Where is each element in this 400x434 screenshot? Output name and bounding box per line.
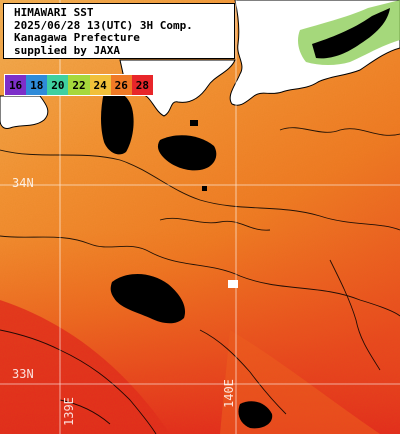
cloud-speck-3 <box>202 186 207 191</box>
legend-label-28: 28 <box>135 78 150 92</box>
legend-cell-24: 24 <box>89 75 111 95</box>
isotherm-contours <box>0 127 400 434</box>
title-line-product: HIMAWARI SST <box>14 6 94 19</box>
cloud-speck-2 <box>228 280 238 288</box>
temperature-legend: 16 18 20 22 24 26 28 <box>4 74 154 96</box>
legend-cell-16: 16 <box>5 75 27 95</box>
legend-cell-26: 26 <box>110 75 132 95</box>
cloud-mask-tokyo-bay <box>101 90 134 155</box>
cloud-speck-1 <box>190 120 198 126</box>
longitude-label-140e: 140E <box>222 379 236 408</box>
legend-label-24: 24 <box>93 78 107 92</box>
longitude-label-139e: 139E <box>62 397 76 426</box>
legend-label-16: 16 <box>8 78 23 92</box>
title-line-supplier: supplied by JAXA <box>14 43 120 57</box>
legend-label-18: 18 <box>30 78 44 92</box>
legend-cell-22: 22 <box>68 75 90 95</box>
latitude-label-34n: 34N <box>12 176 34 190</box>
land-west-coast <box>0 95 49 129</box>
legend-label-26: 26 <box>114 78 128 92</box>
latitude-label-33n: 33N <box>12 367 34 381</box>
title-box: HIMAWARI SST 2025/06/28 13(UTC) 3H Comp.… <box>3 3 235 59</box>
legend-cell-18: 18 <box>26 75 48 95</box>
cloud-mask-sagami <box>157 135 217 171</box>
title-line-datetime: 2025/06/28 13(UTC) 3H Comp. <box>14 18 193 32</box>
cloud-mask-central <box>110 273 186 324</box>
coastal-black-mask <box>312 8 390 59</box>
legend-cell-28: 28 <box>131 75 153 95</box>
legend-cell-20: 20 <box>47 75 69 95</box>
legend-label-20: 20 <box>51 78 65 92</box>
title-line-region: Kanagawa Prefecture <box>14 31 140 44</box>
legend-label-22: 22 <box>72 78 86 92</box>
cloud-mask-southeast <box>238 401 273 429</box>
